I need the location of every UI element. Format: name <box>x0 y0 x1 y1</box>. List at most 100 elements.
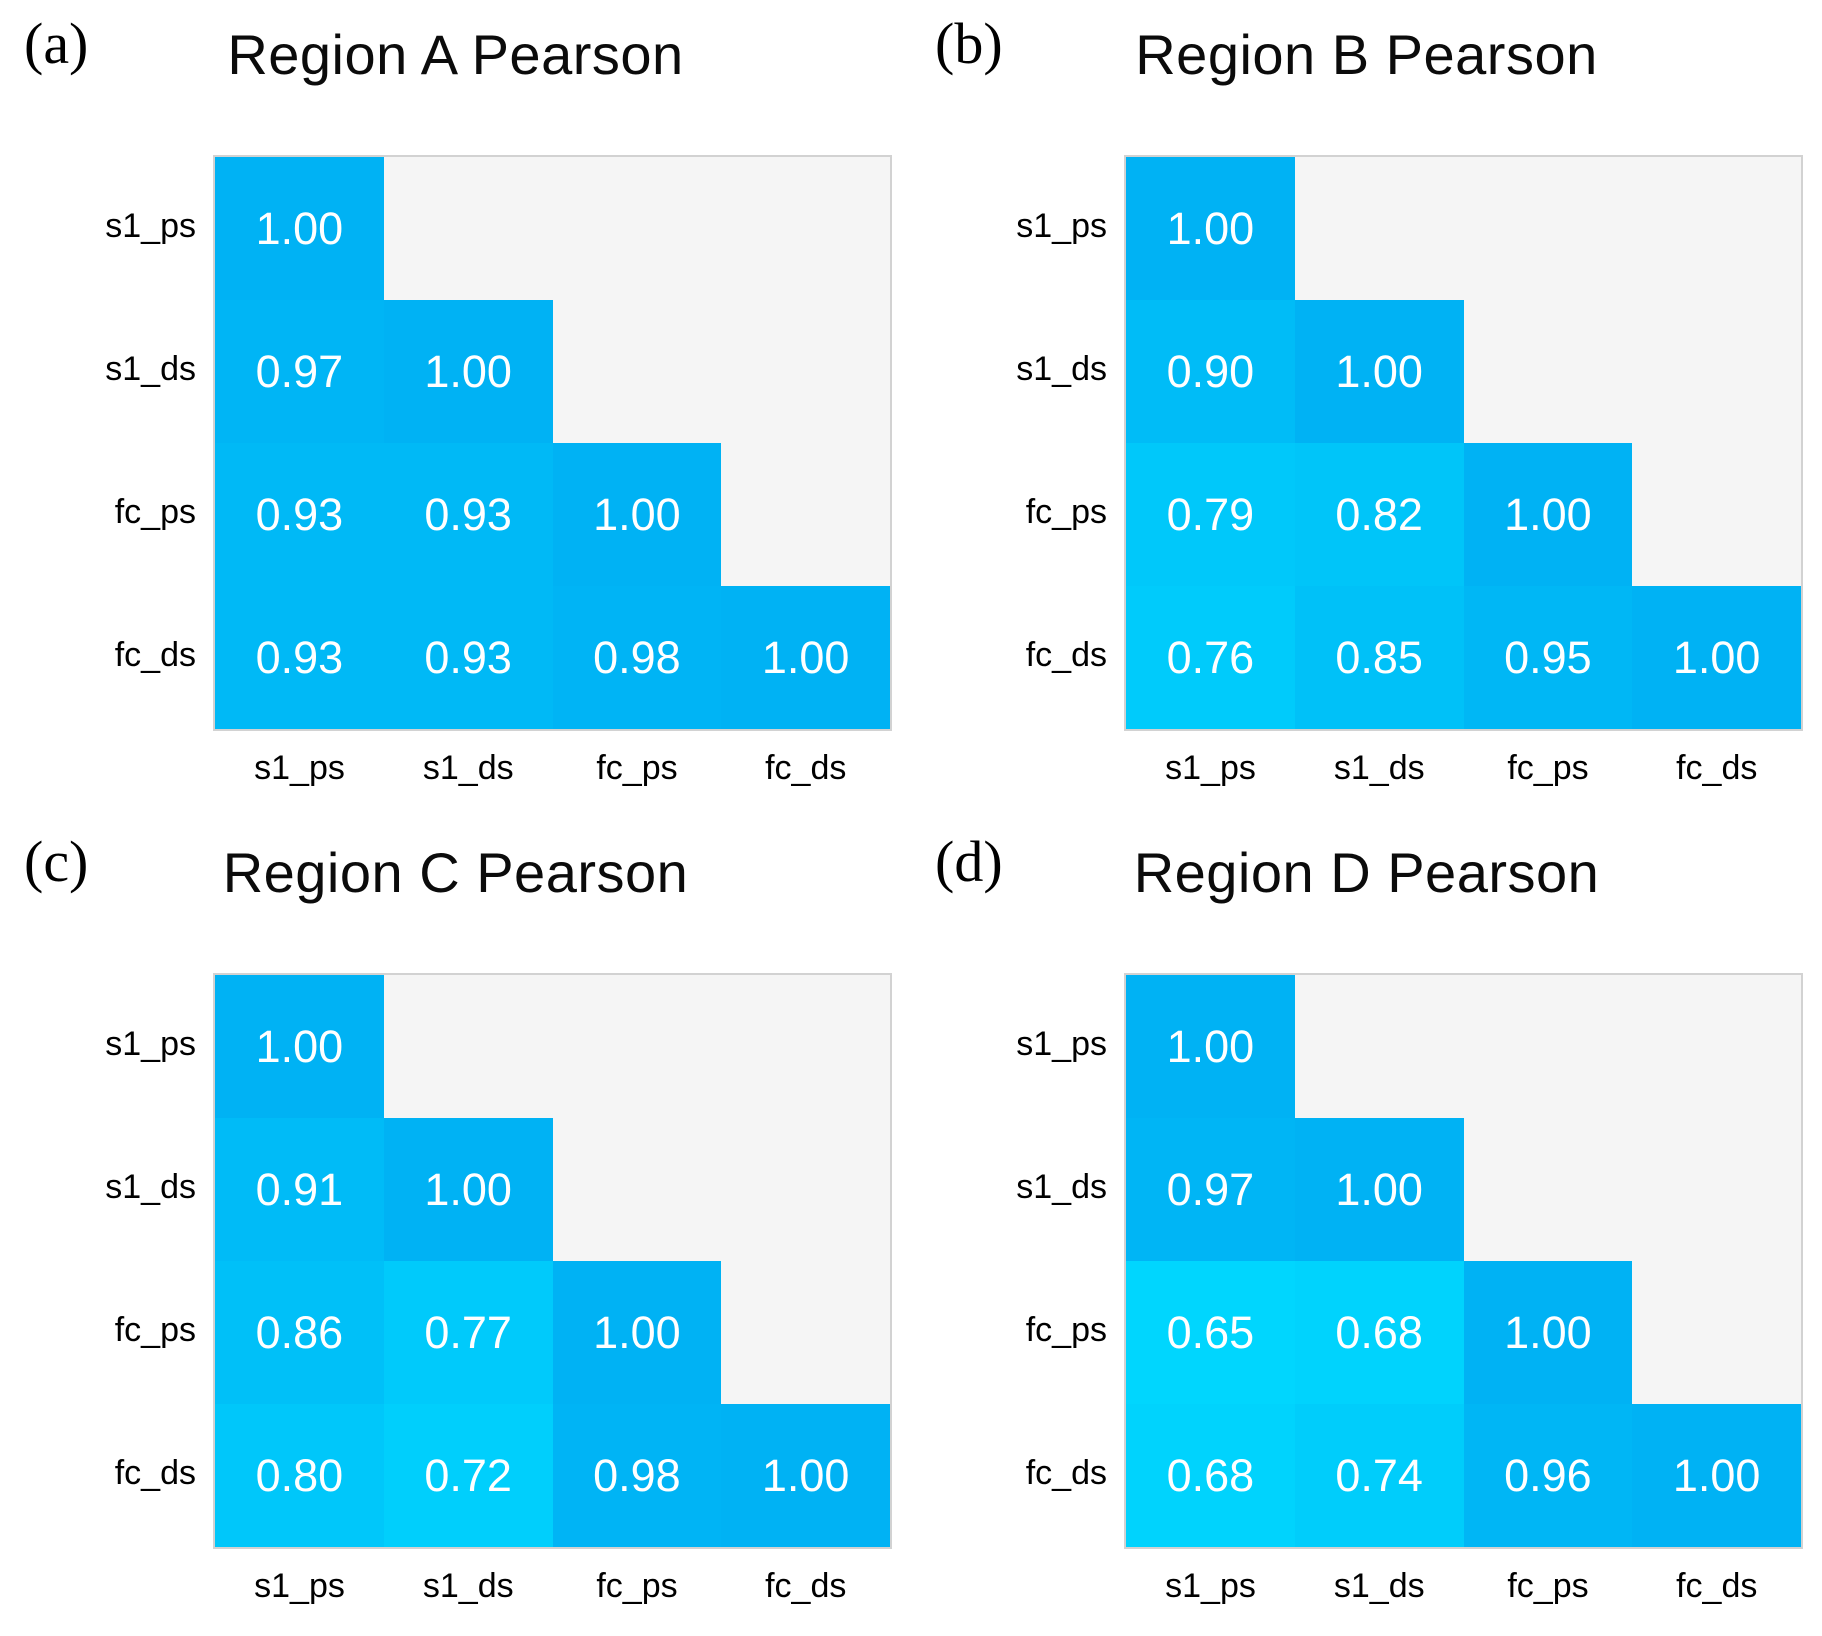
heatmap-cell: 0.86 <box>215 1261 384 1404</box>
cell-value: 1.00 <box>255 1021 344 1072</box>
cell-value: 0.76 <box>1166 632 1255 683</box>
cell-value: 1.00 <box>1504 489 1592 540</box>
heatmap-cell: 0.74 <box>1294 1404 1464 1547</box>
cell-value: 0.97 <box>255 346 344 397</box>
col-label-fc_ds: fc_ds <box>1676 1567 1758 1605</box>
cell-value: 0.98 <box>593 632 681 683</box>
cell-value: 1.00 <box>255 203 344 254</box>
col-label-s1_ds: s1_ds <box>1333 749 1425 787</box>
heatmap-cell-empty <box>721 300 890 443</box>
heatmap-cell-empty <box>1464 975 1633 1118</box>
row-label-s1_ps: s1_ps <box>1016 207 1107 245</box>
row-label-fc_ds: fc_ds <box>1025 636 1107 674</box>
col-label-fc_ps: fc_ps <box>1507 749 1589 787</box>
heatmap-cell-empty <box>1464 1118 1633 1261</box>
row-label-fc_ds: fc_ds <box>114 636 196 674</box>
cell-value: 0.82 <box>1335 489 1423 540</box>
cell-value: 0.65 <box>1166 1307 1255 1358</box>
panel-letter: (c) <box>24 829 89 894</box>
panel-region-a: (a) Region A Pearson 1.00 0.97 1.00 0.93 0.9… <box>0 0 911 818</box>
cell-value: 1.00 <box>593 489 681 540</box>
heatmap-grid: 1.00 0.97 1.00 0.93 0.93 1.00 0.93 0.93 0.98 1.00 <box>213 155 892 731</box>
cell-value: 1.00 <box>761 1450 850 1501</box>
heatmap-cell: 0.93 <box>383 586 553 729</box>
cell-value: 1.00 <box>1335 346 1423 397</box>
cell-value: 0.90 <box>1166 346 1255 397</box>
panel-letter: (d) <box>935 829 1003 894</box>
heatmap-grid: 1.00 0.97 1.00 0.65 0.68 1.00 0.68 0.74 0.96 1.00 <box>1124 973 1803 1549</box>
col-label-s1_ds: s1_ds <box>422 749 514 787</box>
row-label-s1_ps: s1_ps <box>105 207 196 245</box>
col-label-s1_ps: s1_ps <box>254 749 345 787</box>
cell-value: 0.68 <box>1166 1450 1255 1501</box>
cell-value: 0.96 <box>1504 1450 1592 1501</box>
col-label-fc_ps: fc_ps <box>596 1567 678 1605</box>
cell-value: 1.00 <box>424 1164 512 1215</box>
heatmap-cell-empty <box>721 1261 890 1404</box>
cell-value: 1.00 <box>761 632 850 683</box>
row-label-s1_ds: s1_ds <box>105 1168 196 1206</box>
heatmap-cell: 1.00 <box>215 975 384 1118</box>
heatmap-cell: 0.76 <box>1126 586 1295 729</box>
heatmap-cell: 0.93 <box>383 443 553 586</box>
heatmap-cell: 0.68 <box>1294 1261 1464 1404</box>
cell-value: 0.72 <box>424 1450 512 1501</box>
cell-value: 1.00 <box>1166 203 1255 254</box>
heatmap-cell: 1.00 <box>1294 300 1464 443</box>
heatmap-grid: 1.00 0.90 1.00 0.79 0.82 1.00 0.76 0.85 0.95 1.00 <box>1124 155 1803 731</box>
heatmap-cell-empty <box>553 975 722 1118</box>
cell-value: 0.77 <box>424 1307 512 1358</box>
heatmap-cell: 1.00 <box>1463 443 1633 586</box>
heatmap-cell: 1.00 <box>383 300 553 443</box>
cell-value: 0.93 <box>255 632 344 683</box>
row-label-fc_ds: fc_ds <box>1025 1454 1107 1492</box>
heatmap-cell: 0.68 <box>1126 1404 1295 1547</box>
heatmap-cell: 1.00 <box>1126 975 1295 1118</box>
heatmap-cell-empty <box>1295 975 1464 1118</box>
heatmap-grid: 1.00 0.91 1.00 0.86 0.77 1.00 0.80 0.72 0.98 1.00 <box>213 973 892 1549</box>
col-label-s1_ps: s1_ps <box>1165 1567 1256 1605</box>
heatmap-cell-empty <box>1632 1118 1801 1261</box>
cell-value: 1.00 <box>424 346 512 397</box>
cell-value: 1.00 <box>1335 1164 1423 1215</box>
cell-value: 1.00 <box>1672 1450 1761 1501</box>
heatmap-cell: 1.00 <box>721 586 890 729</box>
heatmap-cell-empty <box>1464 157 1633 300</box>
col-label-fc_ds: fc_ds <box>765 1567 847 1605</box>
cell-value: 1.00 <box>593 1307 681 1358</box>
cell-value: 0.98 <box>593 1450 681 1501</box>
heatmap-cell: 0.98 <box>552 1404 722 1547</box>
heatmap-cell-empty <box>721 975 890 1118</box>
heatmap-cell: 1.00 <box>1632 1404 1801 1547</box>
cell-value: 0.95 <box>1504 632 1592 683</box>
row-label-fc_ps: fc_ps <box>1025 1311 1107 1349</box>
heatmap-cell: 0.90 <box>1126 300 1295 443</box>
row-label-s1_ds: s1_ds <box>1016 350 1107 388</box>
panel-letter: (b) <box>935 11 1003 76</box>
cell-value: 0.80 <box>255 1450 344 1501</box>
heatmap-cell: 1.00 <box>1632 586 1801 729</box>
heatmap-cell: 1.00 <box>1126 157 1295 300</box>
cell-value: 0.79 <box>1166 489 1255 540</box>
heatmap-cell-empty <box>553 1118 722 1261</box>
heatmap-cell-empty <box>1295 157 1464 300</box>
heatmap-cell: 0.95 <box>1463 586 1633 729</box>
cell-value: 0.85 <box>1335 632 1423 683</box>
col-label-fc_ds: fc_ds <box>1676 749 1758 787</box>
heatmap-cell: 1.00 <box>721 1404 890 1547</box>
cell-value: 0.91 <box>255 1164 344 1215</box>
panel-letter: (a) <box>24 11 89 76</box>
heatmap-cell: 1.00 <box>552 1261 722 1404</box>
col-label-fc_ps: fc_ps <box>1507 1567 1589 1605</box>
heatmap-cell-empty <box>721 1118 890 1261</box>
col-label-fc_ds: fc_ds <box>765 749 847 787</box>
heatmap-cell: 0.80 <box>215 1404 384 1547</box>
heatmap-cell: 1.00 <box>1294 1118 1464 1261</box>
heatmap-cell-empty <box>1464 300 1633 443</box>
heatmap-cell-empty <box>1632 1261 1801 1404</box>
cell-value: 0.74 <box>1335 1450 1423 1501</box>
heatmap-cell-empty <box>721 157 890 300</box>
row-label-fc_ps: fc_ps <box>114 493 196 531</box>
panel-region-c: (c) Region C Pearson 1.00 0.91 1.00 0.86 0.7… <box>0 818 911 1636</box>
